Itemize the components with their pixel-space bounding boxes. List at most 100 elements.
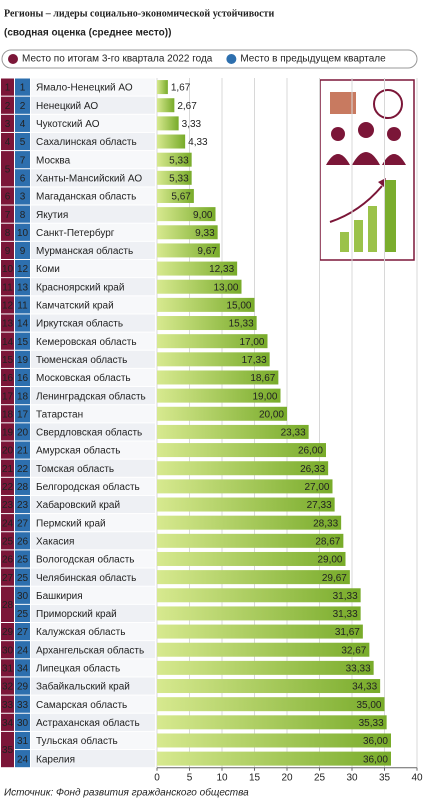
bar [157,188,194,203]
bar [157,479,333,494]
rank-cell [1,387,14,405]
prev-rank-label: 6 [20,173,26,184]
bar [157,207,216,222]
value-label: 33,33 [346,664,371,675]
prev-rank-cell [15,205,30,223]
prev-rank-cell [15,550,30,568]
prev-rank-label: 25 [17,573,29,584]
prev-rank-label: 14 [17,319,29,330]
rank-label: 34 [2,718,14,729]
rank-label: 30 [2,645,14,656]
prev-rank-cell [15,586,30,604]
prev-rank-cell [15,405,30,423]
value-label: 5,33 [169,173,189,184]
rank-cell [1,314,14,332]
row-bg [31,151,155,169]
prev-rank-cell [15,514,30,532]
chart-title: Регионы – лидеры социально-экономической… [4,8,274,19]
legend-label: Место в предыдущем квартале [240,54,386,65]
bar [157,424,309,439]
region-name: Ненецкий АО [36,101,98,112]
prev-rank-label: 34 [17,664,29,675]
x-tick-label: 35 [379,772,391,783]
value-label: 13,00 [213,282,238,293]
region-name: Вологодская область [36,554,135,566]
prev-rank-label: 22 [17,464,29,475]
region-name: Московская область [36,372,131,384]
bar [157,116,179,131]
prev-rank-label: 33 [17,700,29,711]
rank-label: 8 [5,228,11,239]
bar [157,261,238,276]
row-bg [31,677,155,695]
prev-rank-cell [15,332,30,350]
rank-label: 23 [2,500,14,511]
prev-rank-label: 7 [20,155,26,166]
rank-cell [1,677,14,695]
region-name: Мурманская область [36,245,133,257]
prev-rank-label: 30 [17,718,29,729]
prev-rank-label: 27 [17,518,29,529]
rank-label: 27 [2,573,14,584]
region-name: Хакасия [36,536,74,547]
bar [157,715,387,730]
region-name: Свердловская область [36,427,142,439]
rank-cell [1,623,14,641]
region-name: Липецкая область [36,663,120,675]
rank-label: 18 [2,409,14,420]
rank-label: 22 [2,482,14,493]
prev-rank-cell [15,695,30,713]
row-bg [31,260,155,278]
region-name: Карелия [36,754,75,765]
region-name: Магаданская область [36,191,136,203]
bar [157,243,220,258]
rank-cell [1,568,14,586]
rank-label: 11 [2,282,13,293]
prev-rank-label: 21 [17,446,29,457]
rank-cell [1,223,14,241]
value-label: 26,33 [300,464,325,475]
value-label: 32,67 [341,645,366,656]
prev-rank-cell [15,350,30,368]
region-name: Пермский край [36,518,106,529]
bar [157,515,342,530]
bar [157,297,255,312]
row-bg [31,459,155,477]
rank-label: 21 [2,464,14,475]
rank-label: 19 [2,428,14,439]
rank-label: 5 [5,164,11,175]
bar [157,279,242,294]
bar [157,316,257,331]
rank-cell [1,114,14,132]
value-label: 31,33 [333,591,358,602]
source: Источник: Фонд развития гражданского общ… [4,787,249,799]
rank-cell [1,713,14,731]
prev-rank-label: 4 [20,119,26,130]
row-bg [31,368,155,387]
prev-rank-cell [15,532,30,550]
rank-label: 32 [2,682,14,693]
rank-cell [1,96,14,114]
region-name: Тюменская область [36,354,127,366]
prev-rank-label: 11 [17,301,28,312]
region-name: Ханты-Мансийский АО [36,173,142,184]
value-label: 19,00 [252,391,277,402]
rank-cell [1,495,14,514]
row-bg [31,623,155,641]
row-bg [31,78,155,96]
prev-rank-cell [15,423,30,441]
value-label: 29,67 [322,573,347,584]
x-tick-label: 10 [216,772,228,783]
bar [157,370,279,385]
value-label: 27,00 [304,482,329,493]
bar [157,98,175,113]
row-bg [31,713,155,731]
prev-rank-label: 1 [20,83,26,94]
bar [157,352,270,367]
row-bg [31,332,155,350]
prev-rank-label: 27 [17,627,29,638]
bar [157,642,370,657]
value-label: 5,33 [169,155,189,166]
bar [157,406,287,421]
